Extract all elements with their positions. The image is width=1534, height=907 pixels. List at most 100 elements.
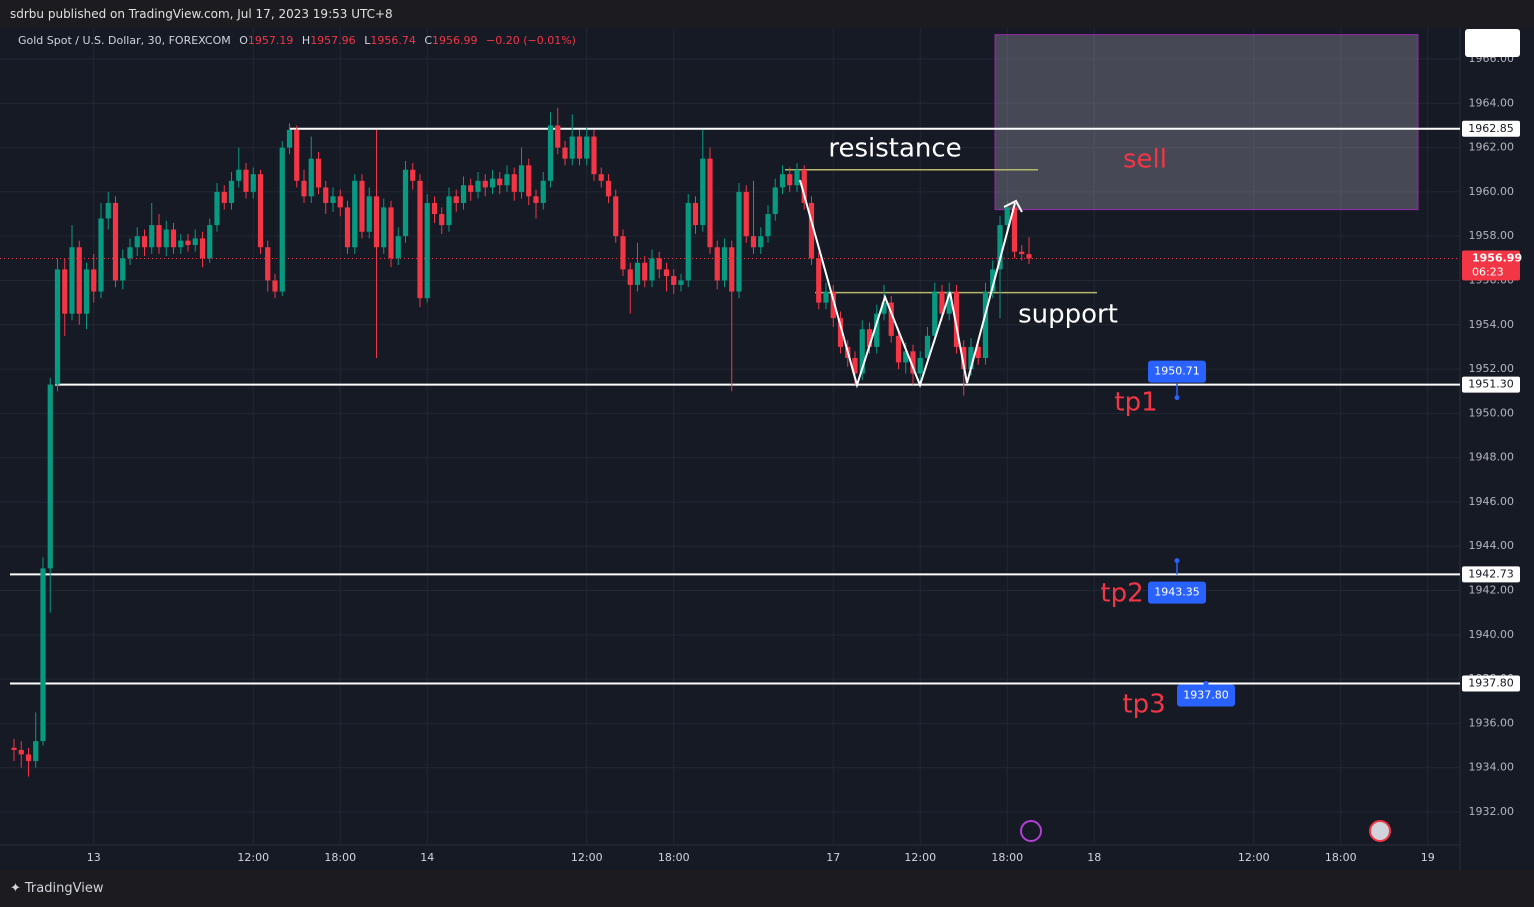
candle-body [540, 180, 546, 203]
candle-body [982, 291, 989, 358]
candle-body [946, 291, 952, 314]
candle-body [439, 214, 445, 226]
legend: Gold Spot / U.S. Dollar, 30, FOREXCOM O1… [18, 34, 576, 47]
candle-body [729, 247, 735, 292]
candle-body [475, 180, 481, 192]
candle-body [569, 136, 575, 159]
candle-body [511, 174, 517, 192]
candle-body [460, 185, 467, 203]
level-label-box [1462, 376, 1520, 393]
lightning-icon[interactable] [1020, 820, 1042, 842]
y-tick-label: 1936.00 [1469, 716, 1515, 729]
candle-body [453, 196, 459, 203]
candle-body [584, 136, 590, 159]
candle-body [112, 202, 119, 281]
symbol-title: Gold Spot / U.S. Dollar, 30, FOREXCOM [18, 34, 231, 47]
candle-body [852, 357, 858, 374]
candle-body [787, 174, 793, 186]
candle-body [323, 187, 329, 203]
candle-body [446, 196, 452, 226]
flag-icon[interactable] [1369, 820, 1391, 842]
y-tick-label: 1944.00 [1469, 539, 1515, 552]
candle-body [417, 180, 423, 299]
current-price-box [1462, 250, 1520, 281]
ohlc-value: 1956.74 [370, 34, 416, 47]
candle-body [888, 302, 894, 336]
candle-body [489, 178, 496, 188]
candle-body [750, 236, 757, 248]
candle-body [997, 225, 1003, 270]
target-label: 1937.80 [1183, 689, 1229, 702]
candle-body [591, 136, 597, 175]
x-tick-label: 14 [420, 851, 434, 864]
y-tick-label: 1934.00 [1469, 761, 1515, 774]
axis-button[interactable] [1465, 29, 1520, 57]
candle-body [678, 280, 684, 285]
candle-body [344, 207, 351, 248]
candle-body [1019, 251, 1025, 255]
candle-body [308, 158, 314, 197]
candle-body [518, 165, 525, 192]
candle-body [700, 158, 706, 226]
candle-body [156, 225, 162, 248]
ohlc-key: L [364, 34, 371, 47]
candle-body [315, 158, 322, 188]
candle-body [120, 258, 126, 281]
y-tick-label: 1964.00 [1469, 96, 1515, 109]
candle-body [801, 169, 807, 203]
candle-body [642, 262, 648, 281]
candle-body [779, 174, 786, 188]
candle-body [33, 741, 39, 762]
candle-body [373, 196, 380, 248]
level-label: 1951.30 [1468, 378, 1514, 391]
candle-body [895, 335, 902, 363]
level-label-box [1462, 120, 1520, 137]
levels-layer: 1950.71 1943.35 1937.80 [0, 127, 1460, 707]
annotation: tp3 [1122, 690, 1165, 720]
candle-body [808, 202, 815, 259]
candle-body [939, 291, 945, 314]
candle-body [714, 247, 720, 281]
candle-body [62, 269, 68, 314]
ohlc-value: 1956.99 [432, 34, 478, 47]
candle-body [598, 174, 604, 181]
candle-body [859, 329, 865, 374]
candle-body [424, 202, 430, 299]
sell-zone-layer [994, 34, 1419, 211]
candle-body [1011, 207, 1018, 252]
candle-body [207, 225, 213, 259]
candle-body [968, 346, 974, 370]
candle-body [526, 165, 532, 197]
candle-body [685, 202, 691, 281]
candle-body [221, 191, 227, 203]
level-label: 1942.73 [1468, 567, 1514, 580]
ohlc-value: 1957.96 [310, 34, 356, 47]
candle-body [294, 129, 300, 181]
x-tick-label: 18:00 [324, 851, 356, 864]
sell-zone [994, 34, 1419, 211]
target-label: 1943.35 [1154, 586, 1200, 599]
candle-body [25, 754, 32, 762]
brand: TradingView [24, 881, 104, 896]
level-label-box [1462, 566, 1520, 583]
x-tick-label: 12:00 [237, 851, 269, 864]
candle-body [866, 329, 873, 347]
candle-body [627, 269, 633, 285]
change: −0.20 (−0.01%) [486, 34, 576, 47]
x-tick-label: 18 [1087, 851, 1101, 864]
y-tick-label: 1946.00 [1469, 495, 1515, 508]
candle-body [83, 269, 90, 314]
candle-body [301, 180, 307, 197]
candle-body [134, 236, 140, 248]
y-tick-label: 1942.00 [1469, 584, 1515, 597]
candle-body [1004, 207, 1010, 226]
candle-body [482, 180, 488, 188]
candle-body [257, 174, 264, 248]
candle-body [504, 174, 510, 186]
y-tick-label: 1962.00 [1469, 141, 1515, 154]
candle-body [823, 291, 829, 303]
candle-body [381, 207, 387, 248]
candle-body [330, 196, 336, 203]
candle-body [634, 262, 641, 285]
target-point [1174, 558, 1180, 564]
